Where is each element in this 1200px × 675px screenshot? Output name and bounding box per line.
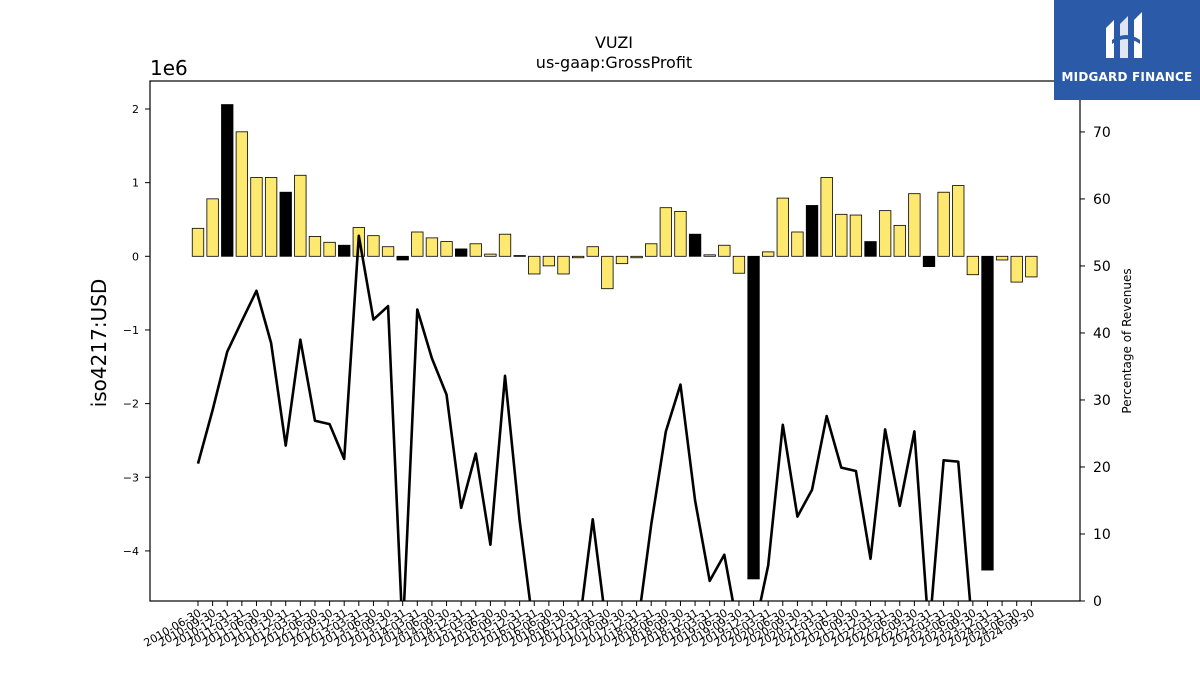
y2-tick-label: 40 <box>1093 326 1111 342</box>
plot-frame <box>149 80 1081 602</box>
bar <box>820 177 833 257</box>
y2-tick-label: 20 <box>1093 460 1111 476</box>
logo-text: MIDGARD FINANCE <box>1061 70 1193 84</box>
bar <box>557 255 570 275</box>
bar <box>250 177 263 257</box>
bar <box>995 255 1009 261</box>
y-tick-label: −2 <box>123 398 139 411</box>
bar <box>835 213 848 257</box>
y-tick-label: −1 <box>123 324 139 337</box>
logo: MIDGARD FINANCE <box>1054 0 1200 100</box>
logo-mark-icon <box>1106 12 1142 58</box>
bar <box>893 224 906 257</box>
bar <box>542 255 556 267</box>
y-tick-label: 0 <box>132 250 139 263</box>
bar <box>484 253 497 257</box>
bar <box>425 237 439 257</box>
bar <box>674 210 687 257</box>
y-tick-label: 2 <box>132 103 139 116</box>
bar <box>878 210 892 257</box>
x-axis: 2010-06-302010-09-302010-12-312011-03-31… <box>142 601 1037 650</box>
bar <box>411 231 424 257</box>
bar <box>264 177 278 257</box>
bar <box>294 174 307 257</box>
bar <box>586 246 599 257</box>
bar <box>849 214 863 257</box>
bar <box>396 255 409 261</box>
y-axis-label: iso4217:USD <box>87 279 111 408</box>
bar <box>981 255 994 571</box>
bar <box>645 243 658 257</box>
bar <box>528 255 541 275</box>
y2-tick-label: 30 <box>1093 393 1111 409</box>
bar <box>571 255 585 259</box>
bar <box>922 255 936 268</box>
bar <box>367 235 380 257</box>
bar <box>381 246 395 257</box>
y2-tick-label: 60 <box>1093 192 1111 208</box>
bar <box>279 191 292 257</box>
y-tick-label: −4 <box>123 545 139 558</box>
bar <box>791 231 804 257</box>
bar <box>718 244 731 257</box>
bar <box>498 233 512 257</box>
bar <box>1025 255 1038 278</box>
y-tick-label: −3 <box>123 471 139 484</box>
y2-tick-label: 0 <box>1093 594 1102 610</box>
bar <box>206 198 219 257</box>
y2-tick-label: 10 <box>1093 527 1111 543</box>
bar <box>805 205 819 257</box>
bar <box>688 233 702 257</box>
bar <box>221 104 234 257</box>
y2-tick-label: 50 <box>1093 259 1111 275</box>
bar <box>908 193 921 257</box>
y-axis-right: 70 60 50 40 30 20 10 0 <box>1080 125 1111 610</box>
bar <box>338 244 351 257</box>
bar <box>966 255 980 276</box>
bar <box>659 207 672 257</box>
y2-tick-label: 70 <box>1093 125 1111 141</box>
y-axis-left: 2 1 0 −1 −2 −3 −4 <box>123 103 150 558</box>
bar <box>776 197 789 257</box>
bar <box>601 255 614 290</box>
bar <box>191 227 205 257</box>
bar <box>952 185 965 257</box>
bar <box>630 255 643 259</box>
bar <box>747 255 760 580</box>
y2-axis-label: Percentage of Revenues <box>1120 268 1134 413</box>
y-tick-label: 1 <box>132 177 139 190</box>
line-percentage-of-revenues <box>196 234 972 601</box>
bar <box>235 131 249 257</box>
bar <box>513 255 526 257</box>
bar <box>1010 255 1023 283</box>
bar <box>937 191 950 257</box>
bar <box>864 241 877 257</box>
bar <box>615 255 629 265</box>
y-multiplier-label: 1e6 <box>150 56 188 80</box>
bar <box>703 254 716 257</box>
bar <box>732 255 746 274</box>
line-series <box>196 234 972 601</box>
bar <box>440 241 453 257</box>
bar <box>469 243 482 257</box>
chart-subtitle: us-gaap:GrossProfit <box>536 53 692 72</box>
chart-title: VUZI <box>595 33 633 52</box>
bar-series <box>191 104 1038 580</box>
bar <box>455 248 468 257</box>
plot-area <box>150 81 1080 601</box>
bar <box>762 251 775 257</box>
bar <box>323 241 336 257</box>
bar <box>308 236 322 257</box>
